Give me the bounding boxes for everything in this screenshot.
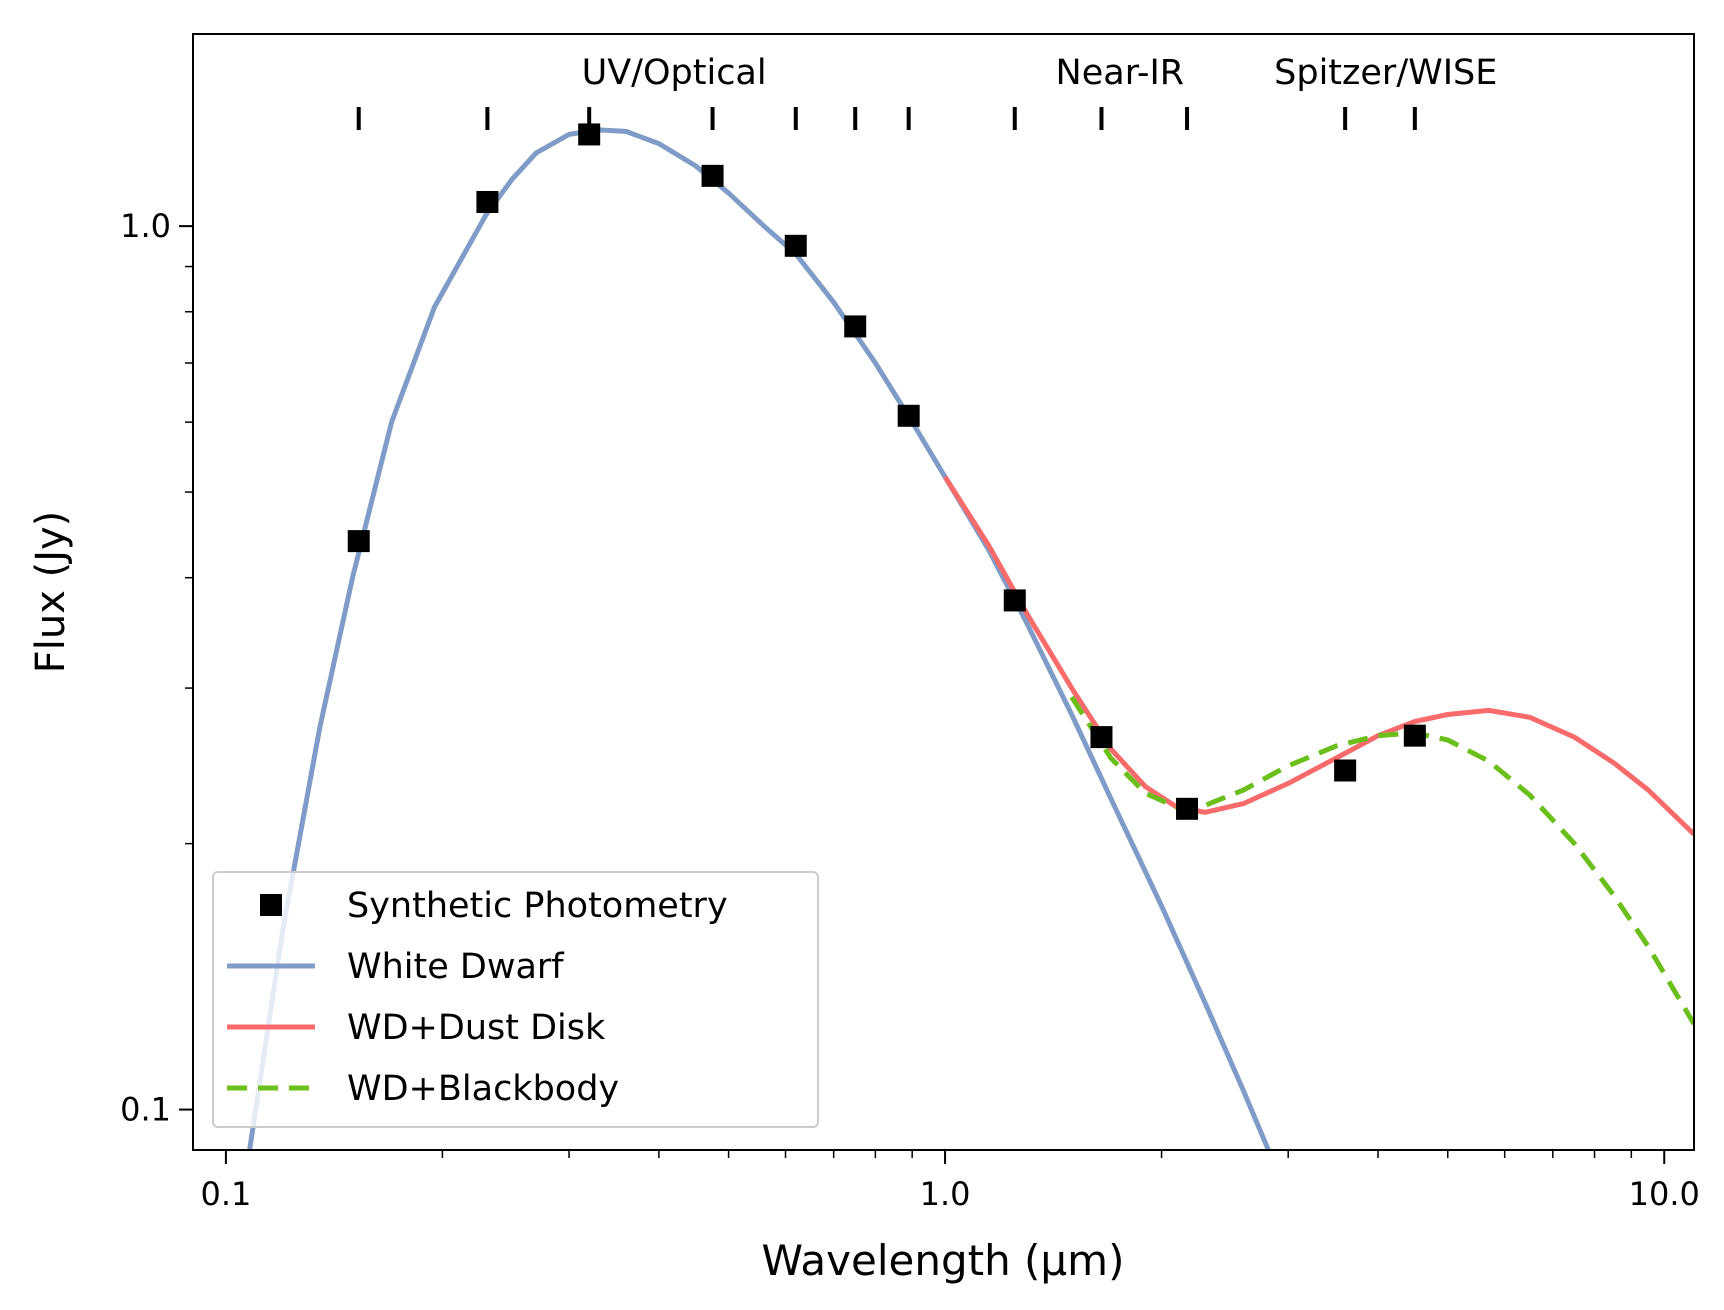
photometry-point — [578, 123, 601, 146]
x-tick-label: 0.1 — [200, 1175, 251, 1213]
series-line-wd_dust — [942, 475, 1694, 836]
series-line-wd_bb — [1069, 695, 1694, 1026]
band-label: Spitzer/WISE — [1274, 53, 1497, 93]
legend-label-white_dwarf: White Dwarf — [347, 947, 564, 987]
photometry-point — [1090, 726, 1113, 749]
photometry-point — [701, 164, 724, 187]
axis-layer: 0.1 1.0 10.0 0.1 1.0 — [120, 207, 1700, 1213]
photometry-point — [1334, 759, 1357, 782]
legend: Synthetic Photometry White Dwarf WD+Dust D… — [212, 871, 819, 1128]
photometry-point — [1003, 589, 1026, 612]
photometry-point — [347, 530, 370, 553]
filter-marks — [356, 107, 1417, 130]
band-labels: UV/Optical Near-IR Spitzer/WISE — [582, 53, 1498, 93]
plot-frame — [192, 33, 1695, 1151]
legend-label-photometry: Synthetic Photometry — [347, 886, 728, 926]
series-layer — [247, 123, 1694, 1150]
band-label: Near-IR — [1056, 53, 1185, 93]
legend-label-wd_dust: WD+Dust Disk — [347, 1008, 606, 1048]
photometry-point — [476, 190, 499, 213]
y-tick-label: 1.0 — [120, 207, 171, 245]
photometry-point — [1403, 724, 1426, 747]
y-tick-label: 0.1 — [120, 1091, 171, 1129]
x-tick-label: 10.0 — [1629, 1175, 1700, 1213]
band-label: UV/Optical — [582, 53, 767, 93]
photometry-point — [844, 315, 867, 338]
y-axis-label: Flux (Jy) — [28, 511, 74, 674]
photometry-point — [1176, 797, 1199, 820]
x-axis-label: Wavelength (μm) — [762, 1236, 1125, 1285]
x-tick-label: 1.0 — [920, 1175, 971, 1213]
photometry-point — [784, 234, 807, 257]
legend-box — [212, 871, 819, 1128]
legend-label-wd_bb: WD+Blackbody — [347, 1069, 619, 1109]
photometry-point — [897, 404, 920, 427]
legend-marker-photometry — [260, 894, 282, 916]
